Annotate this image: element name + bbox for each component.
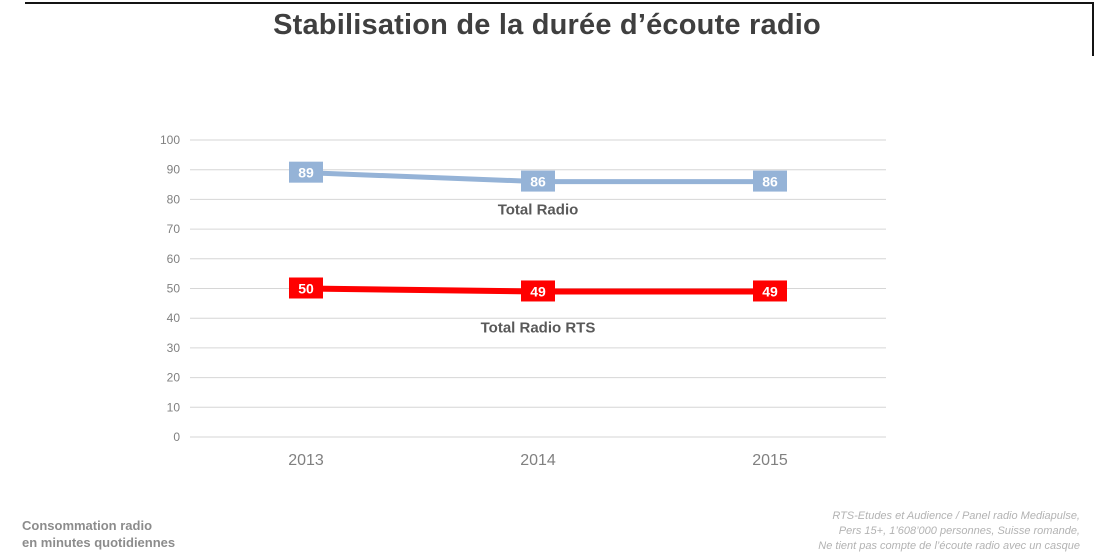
data-label-box [753, 280, 787, 302]
y-tick-label: 100 [160, 133, 180, 147]
y-tick-label: 30 [167, 341, 181, 355]
data-label-box [521, 280, 555, 302]
data-label-box [521, 170, 555, 192]
x-category-label: 2014 [520, 452, 556, 469]
y-tick-label: 0 [173, 430, 180, 444]
data-label: 86 [762, 174, 778, 190]
source-note-line3: Ne tient pas compte de l’écoute radio av… [818, 540, 1080, 553]
data-label: 50 [298, 281, 314, 297]
source-note-line1: RTS-Etudes et Audience / Panel radio Med… [832, 510, 1080, 523]
y-tick-label: 50 [167, 282, 181, 296]
y-tick-label: 90 [167, 163, 181, 177]
data-label-box [753, 170, 787, 192]
y-tick-label: 60 [167, 252, 181, 266]
data-label: 49 [530, 283, 546, 299]
y-tick-label: 10 [167, 400, 181, 414]
data-label: 86 [530, 174, 546, 190]
footer-caption: Consommation radio en minutes quotidienn… [22, 518, 175, 552]
data-label: 89 [298, 165, 314, 181]
x-category-label: 2015 [752, 452, 788, 469]
x-category-label: 2013 [288, 452, 324, 469]
data-label-box [289, 277, 323, 299]
chart-title: Stabilisation de la durée d’écoute radio [273, 9, 821, 41]
y-tick-label: 80 [167, 192, 181, 206]
y-tick-label: 20 [167, 371, 181, 385]
data-label-box [289, 161, 323, 183]
series-name-label-0: Total Radio [498, 202, 579, 219]
series-name-label-1: Total Radio RTS [481, 319, 596, 336]
y-tick-label: 70 [167, 222, 181, 236]
footer-caption-line1: Consommation radio [22, 518, 153, 534]
footer-caption-line2: en minutes quotidiennes [22, 535, 176, 551]
source-note: RTS-Etudes et Audience / Panel radio Med… [818, 509, 1080, 554]
source-note-line2: Pers 15+, 1’608’000 personnes, Suisse ro… [838, 525, 1080, 538]
data-label: 49 [762, 283, 778, 299]
y-tick-label: 40 [167, 311, 181, 325]
